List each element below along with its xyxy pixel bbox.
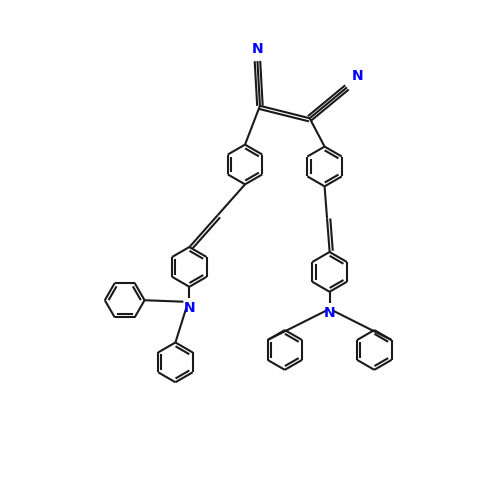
Text: N: N [324, 306, 336, 320]
Text: N: N [184, 301, 195, 315]
Text: N: N [352, 70, 364, 84]
Text: N: N [252, 42, 264, 56]
